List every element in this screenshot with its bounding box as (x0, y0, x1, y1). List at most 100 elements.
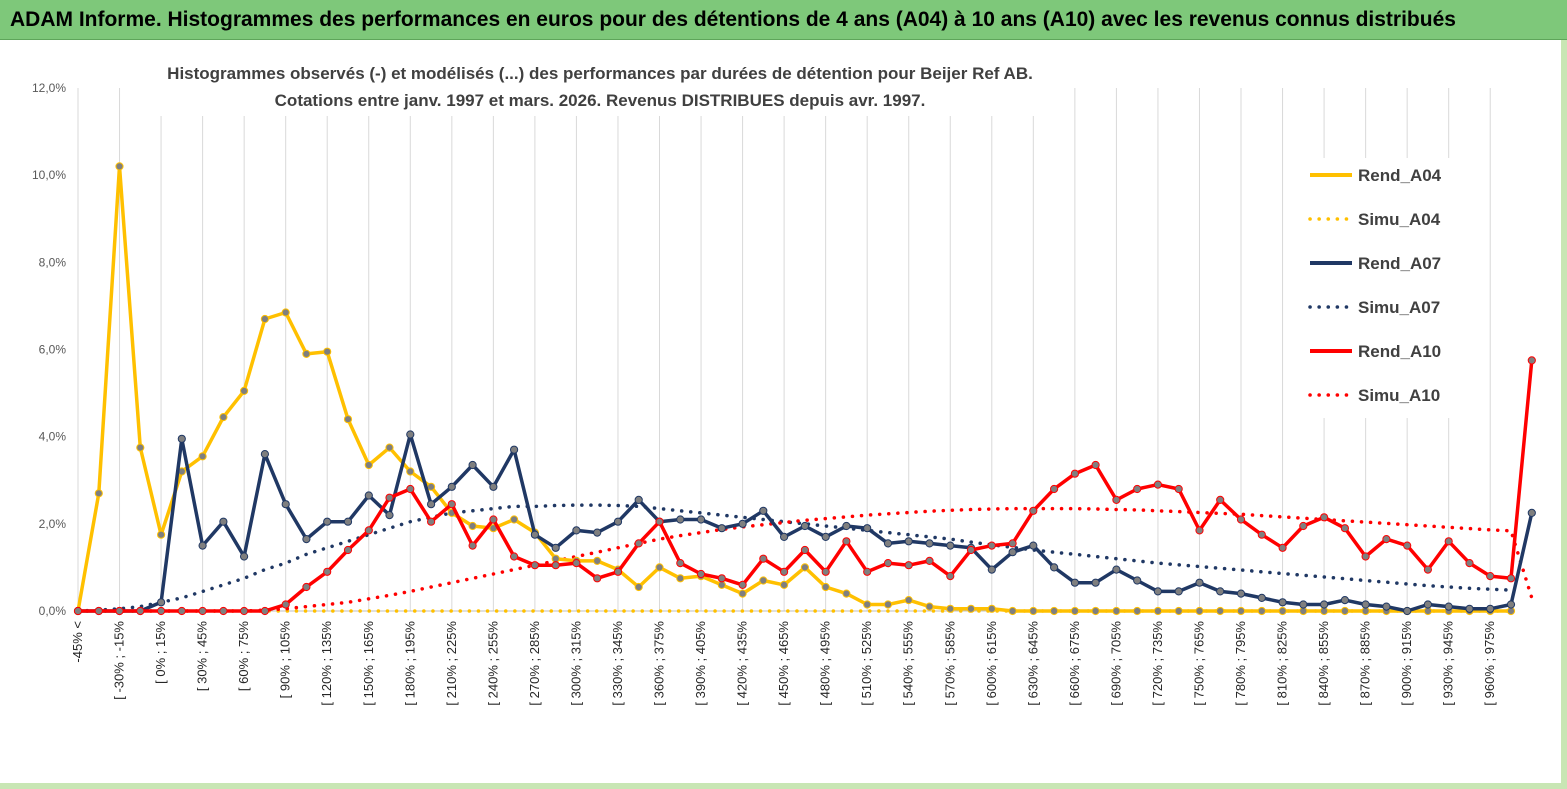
rend-a10-point (1320, 513, 1329, 522)
rend-a10-point (655, 517, 664, 526)
rend-a10-point (966, 545, 976, 555)
line-chart: 0,0% 2,0% 4,0% 6,0% 8,0% 10,0% 12,0% -45% < [ -3… (32, 58, 1536, 706)
rend-a04-point (219, 413, 228, 422)
x-tick-label: [ 750% ; 765% (1191, 621, 1206, 706)
rend-a10-point (1340, 524, 1350, 533)
rend-a10-point (406, 484, 415, 494)
rend-a07-point (1257, 593, 1266, 603)
rend-a10-point (509, 552, 519, 561)
report-banner: ADAM Informe. Histogrammes des performan… (0, 0, 1567, 40)
x-tick-label: [ 810% ; 825% (1275, 621, 1290, 706)
rend-a07-point (842, 521, 851, 531)
x-tick-label: [ -30% ; -15% (112, 621, 127, 700)
x-tick-label: [ 960% ; 975% (1482, 621, 1497, 706)
simu-a07-legend-label: Simu_A07 (1358, 298, 1440, 317)
rend-a07-point (1091, 578, 1100, 587)
x-tick-label: [ 510% ; 525% (859, 621, 874, 706)
rend-a10-point (1423, 565, 1433, 574)
rend-a10-point (1444, 537, 1453, 546)
legend-background (1300, 158, 1450, 418)
x-tick-label: [ 660% ; 675% (1067, 621, 1082, 706)
rend-a10-point (115, 606, 124, 616)
rend-a10-point (1216, 495, 1225, 504)
rend-a07-point (1133, 576, 1142, 585)
rend-a04-point (966, 604, 976, 613)
rend-a04-point (157, 530, 166, 539)
rend-a10-point (1465, 559, 1474, 568)
x-tick-label: [ 570% ; 585% (942, 621, 957, 706)
rend-a07-point (343, 517, 353, 526)
chart-legend: Rend_A04 Simu_A04 Rend_A07 Simu_A07 Rend_A10… (1300, 158, 1450, 418)
rend-a07-point (530, 530, 540, 539)
rend-a04-point (427, 482, 436, 491)
x-tick-label: [ 870% ; 885% (1358, 621, 1373, 706)
y-tick-label: 0,0% (39, 604, 67, 618)
rend-a07-point (1174, 587, 1183, 596)
rend-a07-point (613, 517, 623, 526)
rend-a07-point (1216, 587, 1225, 596)
rend-a07-point (1236, 589, 1246, 598)
x-tick-label: [ 420% ; 435% (735, 621, 750, 706)
rend-a10-point (738, 580, 747, 590)
x-tick-label: [ 90% ; 105% (278, 621, 293, 699)
rend-a07-point (946, 541, 955, 550)
rend-a04-point (676, 574, 685, 583)
rend-a04-point (281, 308, 290, 317)
rend-a07-point (1423, 600, 1433, 609)
rend-a10-point (1029, 506, 1038, 515)
rend-a10-point (281, 600, 290, 609)
chart-title-background (150, 58, 1058, 116)
rend-a07-point (1382, 602, 1391, 611)
rend-a07-point (1050, 563, 1059, 572)
rend-a07-point (800, 521, 810, 531)
rend-a04-point (406, 467, 415, 476)
rend-a07-point (593, 528, 602, 537)
rend-a07-point (489, 482, 498, 491)
rend-a07-point (157, 598, 166, 607)
rend-a04-point (821, 582, 830, 592)
rend-a07-point (1340, 596, 1350, 605)
rend-a07-point (240, 552, 249, 561)
x-tick-label: [ 210% ; 225% (444, 621, 459, 706)
rend-a07-point (1195, 578, 1204, 587)
rend-a10-point (759, 554, 768, 563)
rend-a07-point (1465, 604, 1474, 613)
rend-a07-point (883, 539, 893, 548)
simu-a04-legend-label: Simu_A04 (1358, 210, 1441, 229)
chart-axes: 0,0% 2,0% 4,0% 6,0% 8,0% 10,0% 12,0% -45% < [ -3… (32, 81, 1511, 706)
rend-a07-point (676, 515, 685, 524)
rend-a10-point (240, 606, 249, 616)
rend-a07-point (468, 460, 477, 470)
simu-a07-line (76, 503, 1513, 613)
rend-a10-point (1382, 535, 1391, 544)
y-tick-label: 10,0% (32, 168, 66, 182)
rend-a07-point (759, 506, 768, 515)
rend-a10-point (94, 606, 103, 616)
y-tick-label: 2,0% (39, 517, 67, 531)
rend-a04-point (260, 314, 269, 324)
rend-a10-point (323, 567, 332, 576)
rend-a07-point (198, 541, 207, 550)
rend-a07-point (780, 532, 789, 541)
rend-a10-point (1153, 480, 1163, 489)
x-tick-label: [ 840% ; 855% (1316, 621, 1331, 706)
x-tick-label: [ 900% ; 915% (1399, 621, 1414, 706)
rend-a10-point (1091, 460, 1100, 470)
rend-a07-point (1299, 600, 1308, 609)
rend-a04-point (1195, 606, 1204, 616)
rend-a10-point (1008, 539, 1017, 548)
rend-a10-point (468, 541, 477, 550)
rend-a07-point (1278, 598, 1287, 607)
rend-a04-point (738, 589, 747, 598)
x-tick-label: [ 690% ; 705% (1108, 621, 1123, 706)
rend-a10-point (1070, 469, 1080, 478)
rend-a04-point (364, 460, 373, 470)
rend-a07-point (427, 500, 436, 509)
rend-a10-point (634, 539, 643, 548)
rend-a07-point (696, 515, 706, 524)
rend-a10-point (780, 567, 789, 576)
rend-a04-point (946, 604, 955, 613)
simu-a10-legend-label: Simu_A10 (1358, 386, 1440, 405)
rend-a04-point (1008, 606, 1017, 616)
rend-a07-point (447, 482, 456, 491)
